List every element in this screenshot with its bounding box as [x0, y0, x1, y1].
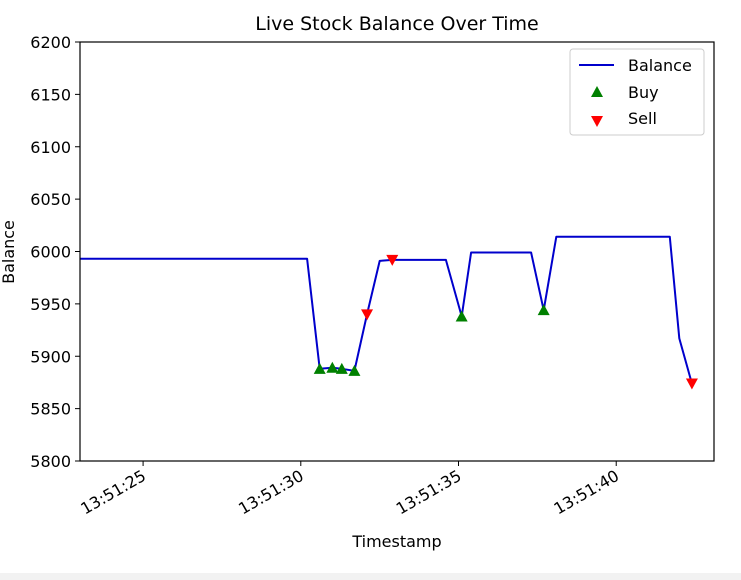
buy-marker — [326, 361, 339, 373]
balance-series-line — [80, 235, 693, 384]
buy-marker — [455, 310, 468, 322]
buy-marker — [313, 362, 326, 374]
y-axis-label: Balance — [0, 220, 18, 284]
x-axis: 13:51:25 13:51:30 13:51:35 13:51:40 — [77, 461, 622, 518]
plot-area — [80, 235, 698, 390]
x-tick-label: 13:51:25 — [77, 466, 149, 518]
chart-title: Live Stock Balance Over Time — [255, 13, 539, 35]
y-tick-label: 6200 — [30, 33, 71, 52]
x-axis-label: Timestamp — [351, 532, 441, 551]
legend-balance-label: Balance — [628, 56, 692, 75]
x-tick-label: 13:51:35 — [393, 466, 465, 518]
sell-marker — [386, 254, 399, 266]
buy-marker — [348, 364, 361, 376]
sell-marker — [685, 378, 698, 390]
sell-marker — [361, 309, 374, 321]
y-tick-label: 6150 — [30, 85, 71, 104]
y-tick-label: 5850 — [30, 400, 71, 419]
y-tick-label: 6050 — [30, 190, 71, 209]
legend-sell-swatch — [591, 116, 603, 127]
y-tick-label: 5900 — [30, 347, 71, 366]
y-tick-label: 6100 — [30, 138, 71, 157]
x-tick-label: 13:51:40 — [550, 466, 622, 518]
y-tick-label: 5800 — [30, 452, 71, 471]
legend-buy-label: Buy — [628, 83, 659, 102]
buy-marker — [335, 362, 348, 374]
y-axis: 5800 5850 5900 5950 6000 6050 6100 6150 6200 — [30, 33, 80, 471]
window-bottom-strip — [0, 573, 741, 580]
legend-sell-label: Sell — [628, 109, 657, 128]
legend-buy-swatch — [591, 86, 603, 97]
legend: Balance Buy Sell — [569, 48, 705, 136]
buy-marker — [537, 304, 550, 316]
y-tick-label: 5950 — [30, 295, 71, 314]
y-tick-label: 6000 — [30, 243, 71, 262]
plot-frame — [79, 41, 715, 462]
legend-box — [569, 48, 705, 136]
x-tick-label: 13:51:30 — [235, 466, 307, 518]
